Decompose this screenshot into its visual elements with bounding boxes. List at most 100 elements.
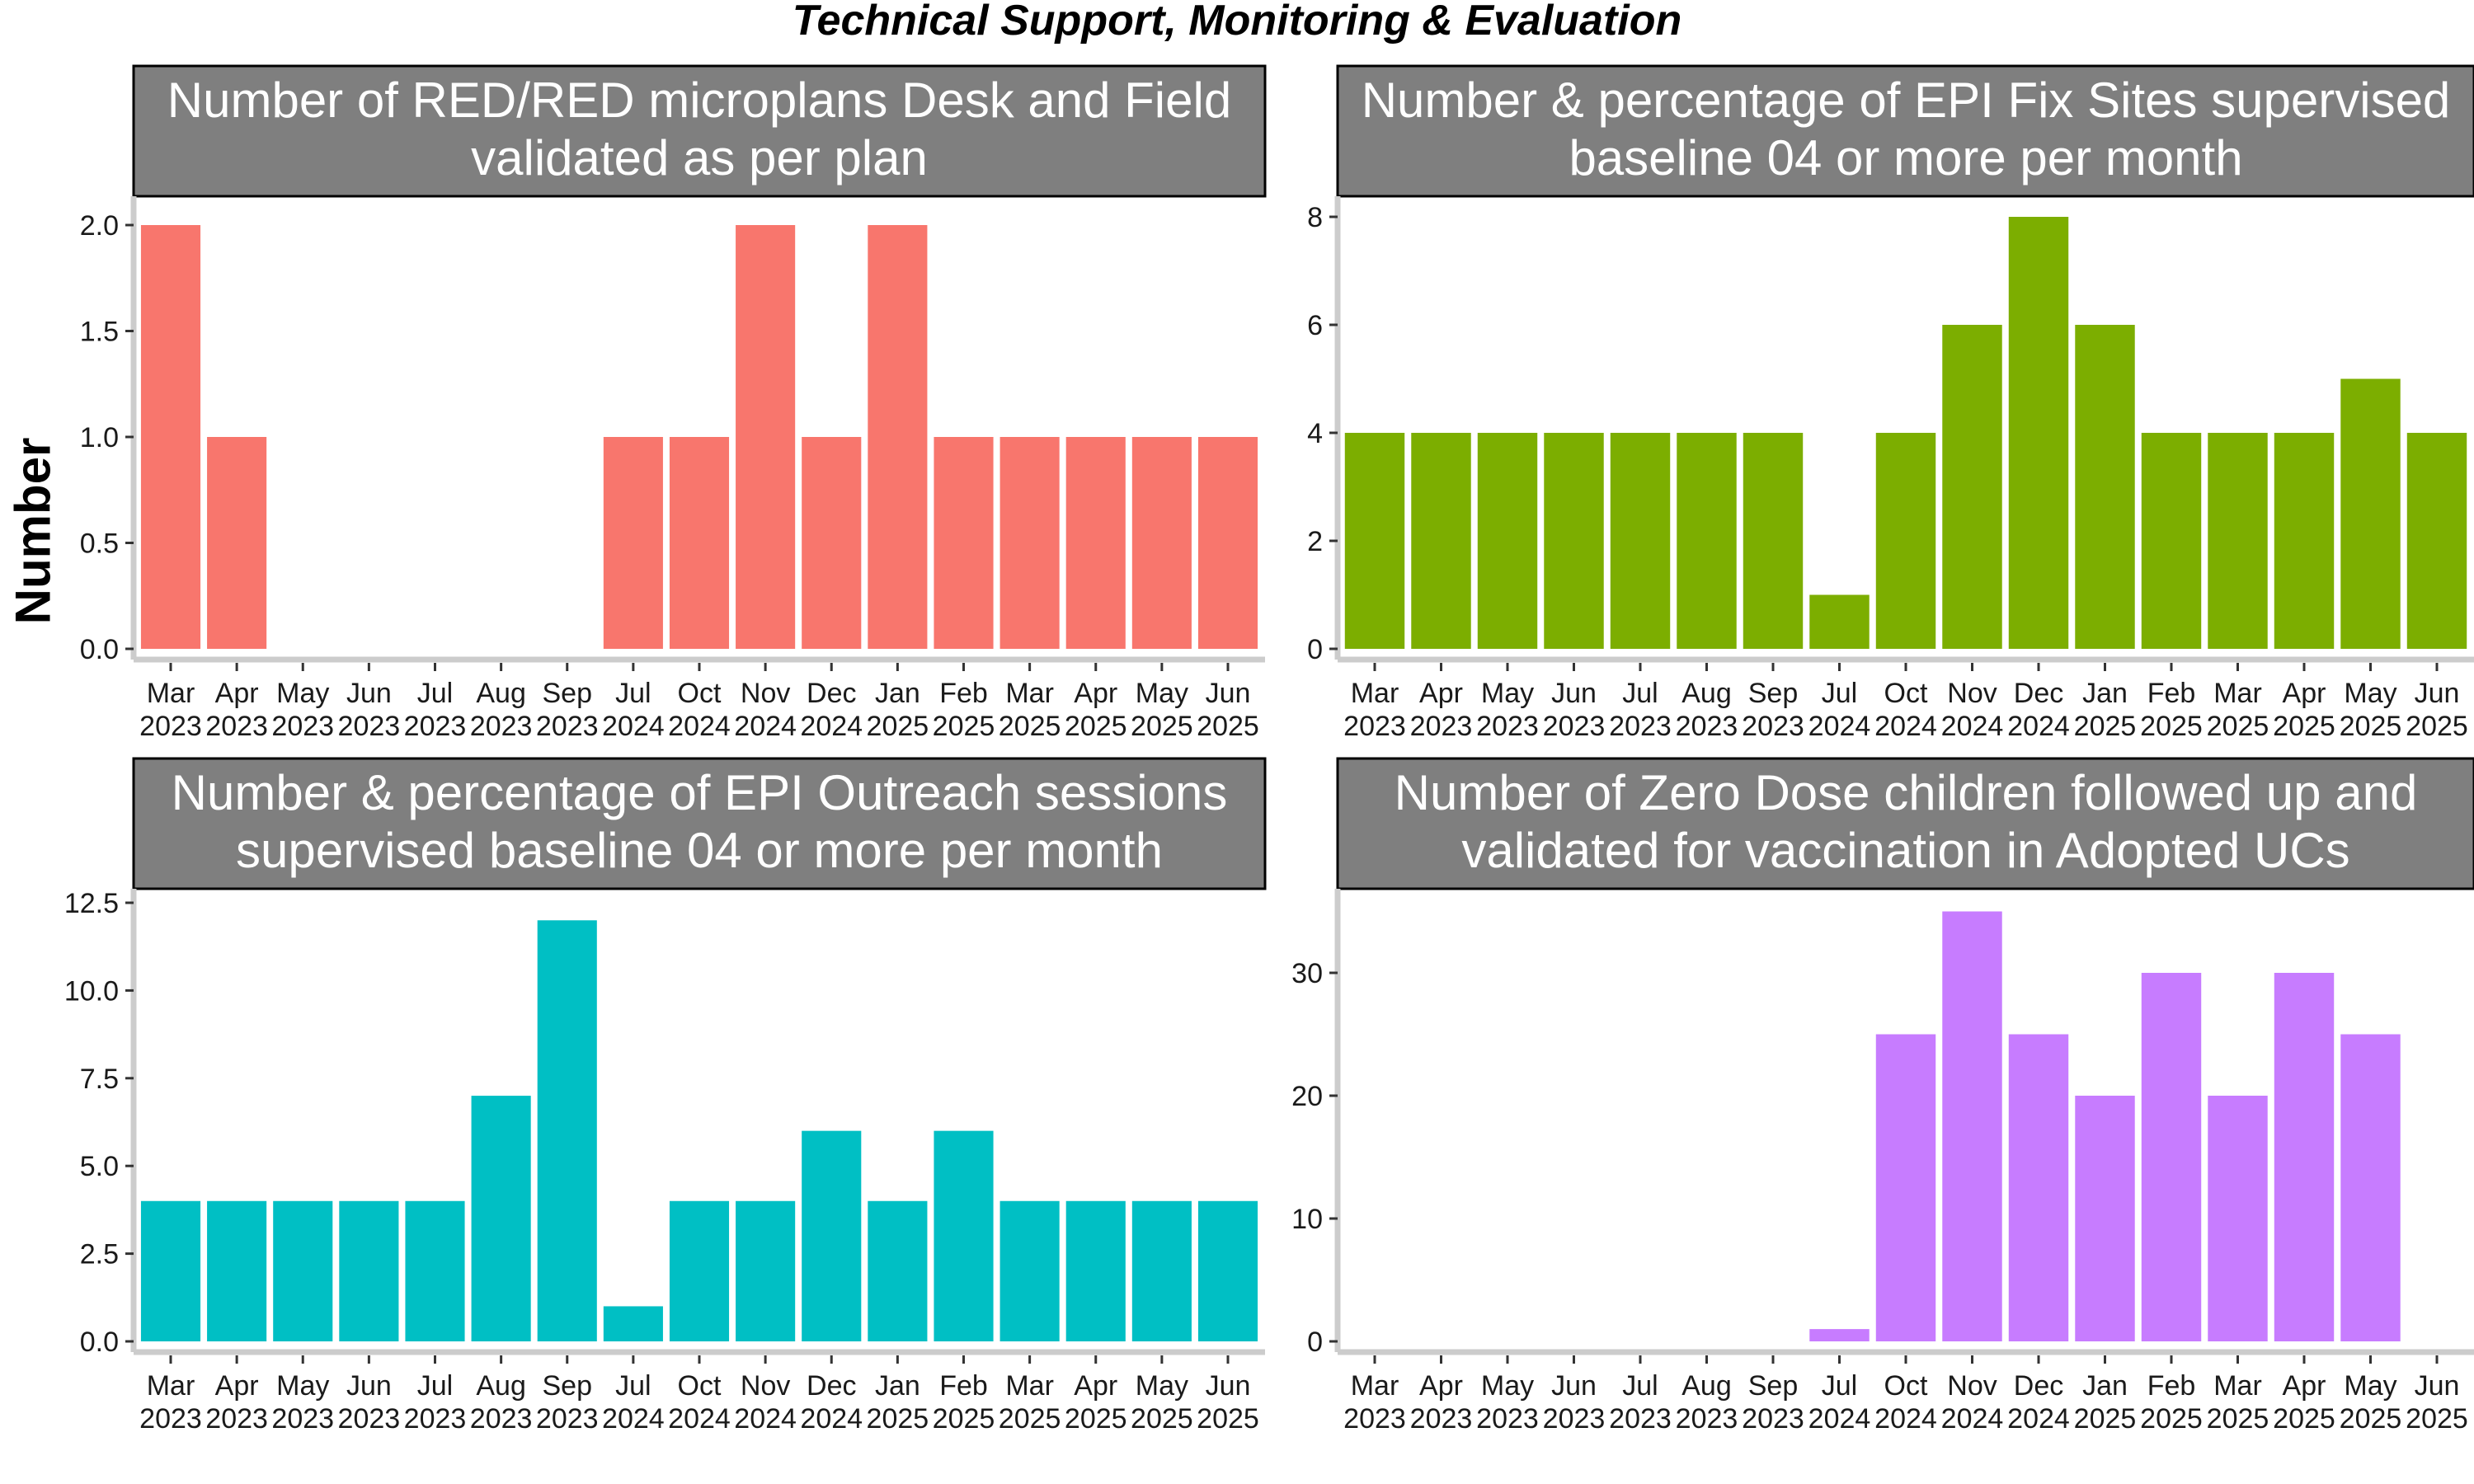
bar [1544, 433, 1604, 649]
y-tick-label: 20 [1291, 1081, 1323, 1112]
x-tick-label: Nov 2024 [734, 1370, 797, 1435]
bar [603, 437, 663, 649]
x-tick-label: Oct 2024 [668, 1370, 731, 1435]
x-tick-label: Apr 2025 [2273, 1370, 2335, 1435]
y-tick-label: 0 [1307, 1327, 1323, 1358]
bar [140, 1200, 201, 1341]
facet-title-line: Number of Zero Dose children followed up… [1395, 765, 2418, 820]
bar [2008, 1034, 2069, 1341]
y-tick-label: 2.0 [80, 210, 119, 242]
bar [736, 1200, 796, 1341]
facet-strip [132, 64, 1267, 198]
x-tick-label: Jan 2025 [2074, 1370, 2137, 1435]
bar [207, 1200, 267, 1341]
x-tick-label: Jul 2024 [1808, 1370, 1871, 1435]
bar [934, 1130, 994, 1341]
facet-title-line: supervised baseline 04 or more per month [236, 823, 1163, 878]
x-tick-label: Apr 2025 [2273, 678, 2335, 742]
chart-panel-3: Number & percentage of EPI Outreach sess… [64, 757, 1267, 1435]
bar [2340, 378, 2401, 649]
x-tick-label: May 2025 [2340, 678, 2402, 742]
bar [1065, 437, 1126, 649]
facet-title-line: baseline 04 or more per month [1569, 130, 2242, 186]
bar [1875, 1034, 1936, 1341]
x-tick-label: Apr 2025 [1065, 1370, 1127, 1435]
facet-strip [1336, 64, 2474, 198]
bar [1197, 437, 1258, 649]
x-tick-label: Feb 2025 [2140, 678, 2203, 742]
bar [1344, 433, 1405, 649]
bar [471, 1096, 531, 1341]
bar [2141, 433, 2202, 649]
x-tick-label: Dec 2024 [2007, 1370, 2070, 1435]
x-tick-label: May 2025 [1131, 678, 1193, 742]
x-tick-label: Mar 2025 [2207, 1370, 2269, 1435]
bar [2406, 433, 2467, 649]
bar [802, 437, 862, 649]
x-tick-label: Mar 2023 [1343, 678, 1406, 742]
x-tick-label: Mar 2023 [1343, 1370, 1406, 1435]
x-tick-label: May 2023 [271, 1370, 334, 1435]
y-tick-label: 10.0 [64, 975, 119, 1007]
y-tick-label: 4 [1307, 418, 1323, 449]
bar [2274, 973, 2335, 1341]
bar [1065, 1200, 1126, 1341]
x-tick-label: Jul 2023 [404, 678, 467, 742]
x-tick-label: Apr 2023 [205, 678, 268, 742]
x-tick-label: Apr 2023 [1410, 678, 1473, 742]
x-tick-label: Aug 2023 [470, 1370, 533, 1435]
y-tick-label: 8 [1307, 202, 1323, 233]
x-tick-label: Mar 2025 [2207, 678, 2269, 742]
x-tick-label: May 2025 [1131, 1370, 1193, 1435]
x-tick-label: Mar 2025 [999, 1370, 1061, 1435]
x-tick-label: Apr 2025 [1065, 678, 1127, 742]
x-tick-label: Jul 2024 [1808, 678, 1871, 742]
x-tick-label: Jan 2025 [867, 678, 929, 742]
chart-panel-1: Number of RED/RED microplans Desk and Fi… [80, 64, 1267, 742]
x-tick-label: Jul 2023 [1609, 1370, 1672, 1435]
x-tick-label: Aug 2023 [1676, 678, 1738, 742]
x-tick-label: Oct 2024 [1874, 678, 1937, 742]
bar [2141, 973, 2202, 1341]
bar [1677, 433, 1737, 649]
bar [736, 225, 796, 649]
bar [207, 437, 267, 649]
bar [2075, 325, 2135, 649]
bar [1131, 437, 1192, 649]
bar [1197, 1200, 1258, 1341]
bar [1942, 911, 2002, 1341]
bar [1875, 433, 1936, 649]
bar [669, 437, 730, 649]
x-tick-label: Nov 2024 [734, 678, 797, 742]
bar [339, 1200, 399, 1341]
y-tick-label: 0 [1307, 634, 1323, 665]
facet-title-line: validated as per plan [471, 130, 928, 186]
facet-title-line: validated for vaccination in Adopted UCs [1461, 823, 2349, 878]
bar [273, 1200, 333, 1341]
x-tick-label: Jun 2023 [1543, 1370, 1606, 1435]
x-tick-label: Jan 2025 [867, 1370, 929, 1435]
x-tick-label: Jul 2023 [1609, 678, 1672, 742]
y-tick-label: 0.5 [80, 528, 119, 560]
x-tick-label: Aug 2023 [1676, 1370, 1738, 1435]
x-tick-label: Jun 2025 [1197, 678, 1259, 742]
x-tick-label: May 2023 [1476, 678, 1539, 742]
y-tick-label: 10 [1291, 1204, 1323, 1235]
bar [1411, 433, 1471, 649]
x-tick-label: Sep 2023 [536, 1370, 599, 1435]
facet-strip [132, 757, 1267, 890]
bar [537, 920, 597, 1341]
x-tick-label: Oct 2024 [668, 678, 731, 742]
bar [1809, 594, 1870, 649]
facet-strip [1336, 757, 2474, 890]
facet-title-line: Number of RED/RED microplans Desk and Fi… [167, 73, 1231, 128]
bar [1743, 433, 1804, 649]
x-tick-label: Jun 2025 [2406, 678, 2468, 742]
y-tick-label: 7.5 [80, 1064, 119, 1095]
x-tick-label: Jun 2025 [2406, 1370, 2468, 1435]
x-tick-label: Jul 2023 [404, 1370, 467, 1435]
bar [669, 1200, 730, 1341]
y-tick-label: 5.0 [80, 1151, 119, 1182]
x-tick-label: Apr 2023 [1410, 1370, 1473, 1435]
